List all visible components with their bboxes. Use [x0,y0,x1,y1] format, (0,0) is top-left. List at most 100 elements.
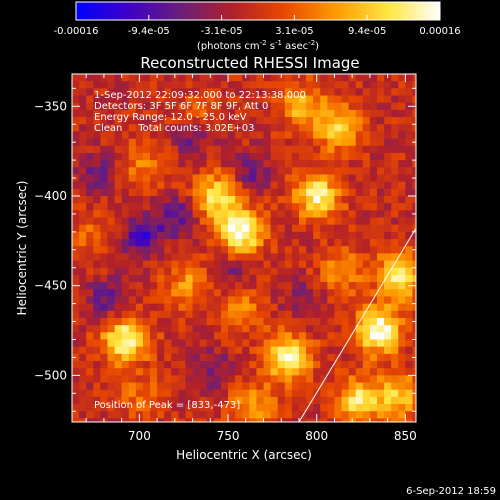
heatmap-cell [100,368,108,376]
heatmap-cell [249,382,257,391]
heatmap-cell [86,174,94,183]
heatmap-cell [199,117,208,125]
heatmap-cell [369,296,378,305]
heatmap-cell [235,389,243,398]
heatmap-cell [270,239,279,247]
heatmap-cell [206,231,215,240]
heatmap-cell [100,260,108,269]
heatmap-cell [150,361,158,369]
heatmap-cell [405,246,413,254]
heatmap-cell [164,88,172,96]
colorbar-units: (photons cm-2 s-1 asec-2) [197,39,319,52]
heatmap-cell [121,239,130,247]
heatmap-cell [270,404,279,412]
heatmap-cell [228,224,236,233]
heatmap-cell [157,174,165,183]
heatmap-cell [298,152,307,161]
heatmap-cell [142,74,151,82]
heatmap-cell [291,195,300,204]
heatmap-cell [121,174,130,183]
heatmap-cell [235,296,243,305]
heatmap-cell [362,382,371,391]
heatmap-cell [355,88,364,96]
heatmap-cell [142,346,151,355]
heatmap-cell [93,389,101,398]
heatmap-cell [298,253,307,261]
heatmap-cell [306,88,314,96]
heatmap-cell [284,382,293,391]
heatmap-cell [128,282,137,290]
y-tick-label: −350 [34,99,67,113]
heatmap-cell [249,188,257,197]
heatmap-cell [412,267,416,276]
heatmap-cell [391,368,399,376]
heatmap-cell [334,239,342,247]
heatmap-cell [348,346,357,355]
heatmap-cell [355,102,364,111]
heatmap-cell [412,195,416,204]
heatmap-cell [235,303,243,312]
heatmap-cell [121,74,130,82]
heatmap-cell [249,81,257,89]
heatmap-cell [79,195,87,204]
heatmap-cell [206,411,215,419]
heatmap-cell [178,353,186,362]
heatmap-cell [206,246,215,254]
heatmap-cell [121,253,130,261]
heatmap-cell [164,396,172,405]
heatmap-cell [277,131,286,139]
heatmap-cell [306,375,314,383]
heatmap-cell [306,231,314,240]
heatmap-cell [93,368,101,376]
heatmap-cell [213,181,222,190]
heatmap-cell [398,160,406,168]
heatmap-cell [171,253,179,261]
heatmap-cell [412,239,416,247]
heatmap-cell [150,346,158,355]
heatmap-cell [86,274,94,283]
heatmap-cell [164,188,172,197]
heatmap-cell [391,145,399,154]
heatmap-cell [142,231,151,240]
heatmap-cell [277,195,286,204]
heatmap-cell [192,411,201,419]
heatmap-cell [86,375,94,383]
heatmap-cell [235,368,243,376]
heatmap-cell [249,404,257,412]
heatmap-cell [405,389,413,398]
heatmap-cell [164,181,172,190]
heatmap-cell [277,138,286,147]
heatmap-cell [284,81,293,89]
heatmap-cell [355,131,364,139]
heatmap-cell [348,303,357,312]
heatmap-cell [320,282,328,290]
heatmap-cell [86,88,94,96]
heatmap-cell [412,188,416,197]
heatmap-cell [220,217,229,226]
heatmap-cell [235,174,243,183]
heatmap-cell [348,325,357,333]
heatmap-cell [398,310,406,319]
heatmap-cell [362,361,371,369]
heatmap-cell [199,224,208,233]
heatmap-cell [398,195,406,204]
heatmap-cell [334,88,342,96]
heatmap-cell [270,310,279,319]
heatmap-cell [164,389,172,398]
heatmap-cell [242,346,250,355]
heatmap-cell [228,404,236,412]
heatmap-cell [263,317,271,326]
heatmap-cell [114,224,123,233]
heatmap-cell [171,181,179,190]
heatmap-cell [107,246,115,254]
heatmap-cell [284,131,293,139]
heatmap-cell [284,152,293,161]
heatmap-cell [369,246,378,254]
heatmap-cell [242,274,250,283]
heatmap-cell [235,152,243,161]
heatmap-cell [178,124,186,132]
heatmap-cell [107,332,115,340]
heatmap-cell [341,217,350,226]
heatmap-cell [178,188,186,197]
heatmap-cell [313,274,321,283]
